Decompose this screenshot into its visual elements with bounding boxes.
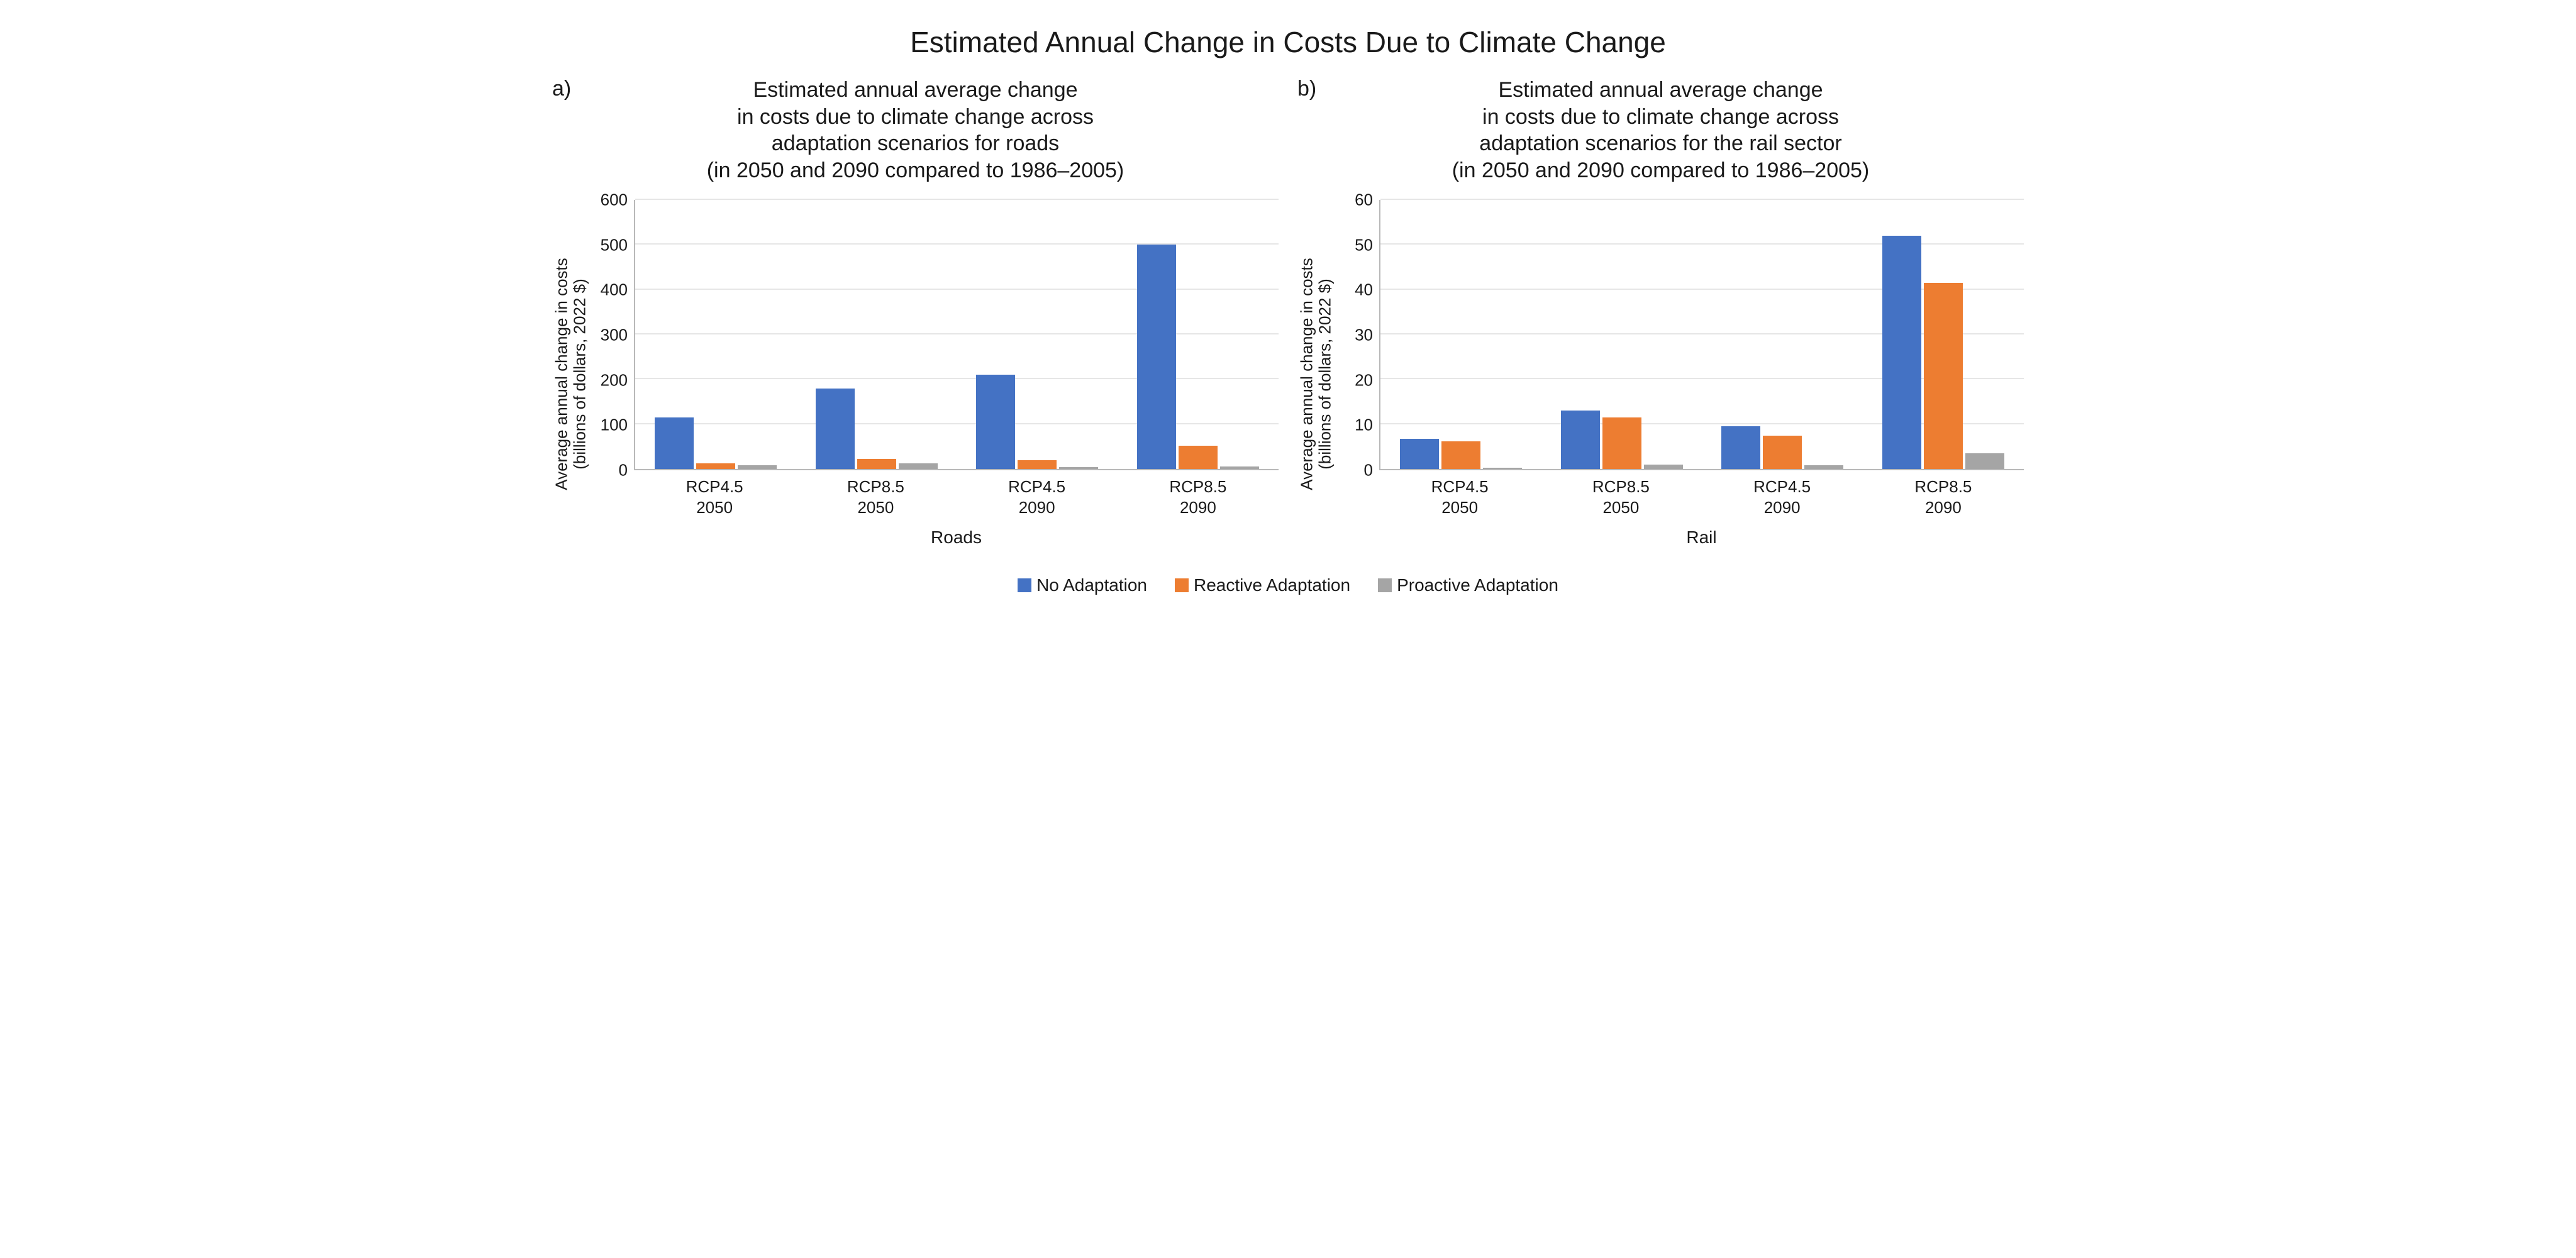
page: Estimated Annual Change in Costs Due to …: [533, 0, 2043, 614]
legend-swatch: [1378, 578, 1392, 592]
y-tick-label: 0: [1364, 461, 1373, 480]
y-tick-label: 500: [601, 235, 628, 255]
bar: [1882, 236, 1921, 469]
bar: [1561, 411, 1600, 469]
x-tick-label: RCP4.5 2050: [1379, 470, 1540, 517]
bar: [976, 375, 1015, 469]
panel-title-a: Estimated annual average change in costs…: [586, 77, 1246, 184]
ylabel-col-b: Average annual change in costs (billions…: [1297, 200, 1334, 548]
bar-group: [1380, 200, 1541, 469]
x-tick-label: RCP8.5 2050: [795, 470, 956, 517]
bar-groups: [635, 200, 1279, 469]
x-tick-label: RCP4.5 2050: [634, 470, 795, 517]
xcat-row-a: RCP4.5 2050RCP8.5 2050RCP4.5 2090RCP8.5 …: [634, 470, 1279, 517]
panel-letter-a: a): [552, 77, 571, 101]
y-tick-label: 600: [601, 190, 628, 210]
bar-group: [957, 200, 1118, 469]
x-tick-label: RCP4.5 2090: [957, 470, 1118, 517]
legend-label: Proactive Adaptation: [1397, 575, 1558, 595]
y-tick-label: 300: [601, 326, 628, 345]
x-tick-label: RCP8.5 2050: [1540, 470, 1701, 517]
xcat-row-b: RCP4.5 2050RCP8.5 2050RCP4.5 2090RCP8.5 …: [1379, 470, 2024, 517]
bar: [1965, 453, 2004, 469]
legend-item: Reactive Adaptation: [1175, 575, 1350, 595]
ytick-col-b: 0102030405060: [1334, 200, 1379, 470]
main-title: Estimated Annual Change in Costs Due to …: [552, 25, 2024, 59]
bar: [1763, 436, 1802, 470]
bar: [1018, 460, 1057, 469]
y-tick-label: 400: [601, 280, 628, 300]
bar: [696, 463, 735, 469]
x-tick-label: RCP4.5 2090: [1702, 470, 1863, 517]
legend-label: Reactive Adaptation: [1194, 575, 1350, 595]
x-tick-label: RCP8.5 2090: [1863, 470, 2024, 517]
panels-row: a) Estimated annual average change in co…: [552, 77, 2024, 548]
y-tick-label: 20: [1355, 370, 1373, 390]
x-axis-label-a: Roads: [634, 527, 1279, 548]
chart-a: Average annual change in costs (billions…: [552, 200, 1279, 548]
plot-col-b: 0102030405060 RCP4.5 2050RCP8.5 2050RCP4…: [1334, 200, 2024, 548]
y-tick-label: 0: [619, 461, 628, 480]
legend: No Adaptation Reactive Adaptation Proactiv…: [552, 575, 2024, 595]
y-tick-label: 40: [1355, 280, 1373, 300]
y-axis-label-a: Average annual change in costs (billions…: [552, 229, 588, 519]
panel-a: a) Estimated annual average change in co…: [552, 77, 1279, 548]
bar: [1441, 441, 1480, 469]
bar: [1924, 283, 1963, 469]
legend-label: No Adaptation: [1036, 575, 1147, 595]
bar: [1602, 417, 1641, 469]
plot-a: 0100200300400500600: [589, 200, 1279, 470]
legend-item: Proactive Adaptation: [1378, 575, 1558, 595]
y-tick-label: 30: [1355, 326, 1373, 345]
y-tick-label: 100: [601, 416, 628, 435]
plot-col-a: 0100200300400500600 RCP4.5 2050RCP8.5 20…: [589, 200, 1279, 548]
panel-title-b: Estimated annual average change in costs…: [1331, 77, 1991, 184]
bar-groups: [1380, 200, 2024, 469]
plot-area-b: [1379, 200, 2024, 470]
bar-group: [1118, 200, 1279, 469]
y-axis-label-b: Average annual change in costs (billions…: [1297, 229, 1333, 519]
legend-item: No Adaptation: [1018, 575, 1147, 595]
bar: [1220, 466, 1259, 469]
bar: [655, 417, 694, 469]
bar: [1137, 245, 1176, 469]
plot-area-a: [634, 200, 1279, 470]
bar: [816, 389, 855, 469]
bar-group: [1702, 200, 1863, 469]
bar: [1721, 426, 1760, 469]
legend-swatch: [1175, 578, 1189, 592]
y-tick-label: 10: [1355, 416, 1373, 435]
bar: [1400, 439, 1439, 470]
bar: [899, 463, 938, 469]
bar: [1179, 446, 1218, 469]
bar: [738, 465, 777, 469]
plot-b: 0102030405060: [1334, 200, 2024, 470]
chart-b: Average annual change in costs (billions…: [1297, 200, 2024, 548]
y-tick-label: 50: [1355, 235, 1373, 255]
ylabel-col-a: Average annual change in costs (billions…: [552, 200, 589, 548]
y-tick-label: 60: [1355, 190, 1373, 210]
bar: [1804, 465, 1843, 469]
panel-letter-b: b): [1297, 77, 1316, 101]
bar-group: [635, 200, 796, 469]
y-tick-label: 200: [601, 370, 628, 390]
bar: [1483, 468, 1522, 469]
bar-group: [1541, 200, 1702, 469]
legend-swatch: [1018, 578, 1031, 592]
bar-group: [796, 200, 957, 469]
ytick-col-a: 0100200300400500600: [589, 200, 634, 470]
bar: [857, 459, 896, 469]
x-tick-label: RCP8.5 2090: [1118, 470, 1279, 517]
bar: [1644, 465, 1683, 469]
bar-group: [1863, 200, 2024, 469]
bar: [1059, 467, 1098, 469]
panel-b: b) Estimated annual average change in co…: [1297, 77, 2024, 548]
x-axis-label-b: Rail: [1379, 527, 2024, 548]
